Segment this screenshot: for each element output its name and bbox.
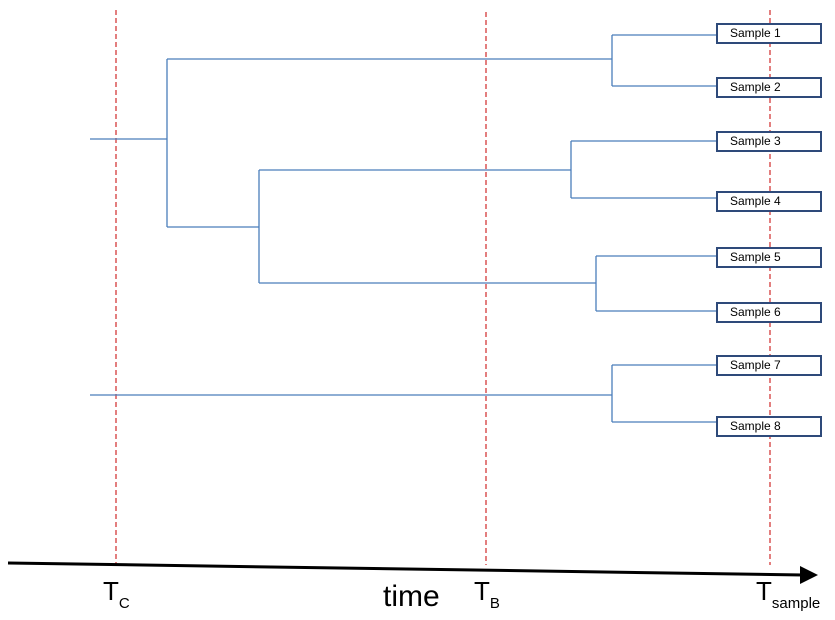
branch-samples-1-2 [611, 34, 716, 87]
sample-box-4: Sample 4 [716, 191, 822, 212]
time-axis [7, 561, 804, 577]
sample-box-2: Sample 2 [716, 77, 822, 98]
branch-samples-3-4 [570, 140, 716, 199]
sample-box-8: Sample 8 [716, 416, 822, 437]
sample-box-1: Sample 1 [716, 23, 822, 44]
time-axis-arrowhead [800, 566, 818, 584]
sample-box-5: Sample 5 [716, 247, 822, 268]
sample-box-3: Sample 3 [716, 131, 822, 152]
marker-label-tc: TC [103, 576, 130, 612]
branch-samples-3-6 [258, 169, 596, 284]
sample-box-7: Sample 7 [716, 355, 822, 376]
branch-samples-5-6 [595, 255, 716, 312]
marker-label-tsample: Tsample [756, 576, 821, 612]
branch-samples-7-8 [611, 364, 716, 423]
branch-samples-1-6 [166, 58, 612, 228]
marker-label-tb: TB [474, 576, 500, 612]
sample-box-6: Sample 6 [716, 302, 822, 323]
time-axis-label: time [383, 580, 440, 613]
